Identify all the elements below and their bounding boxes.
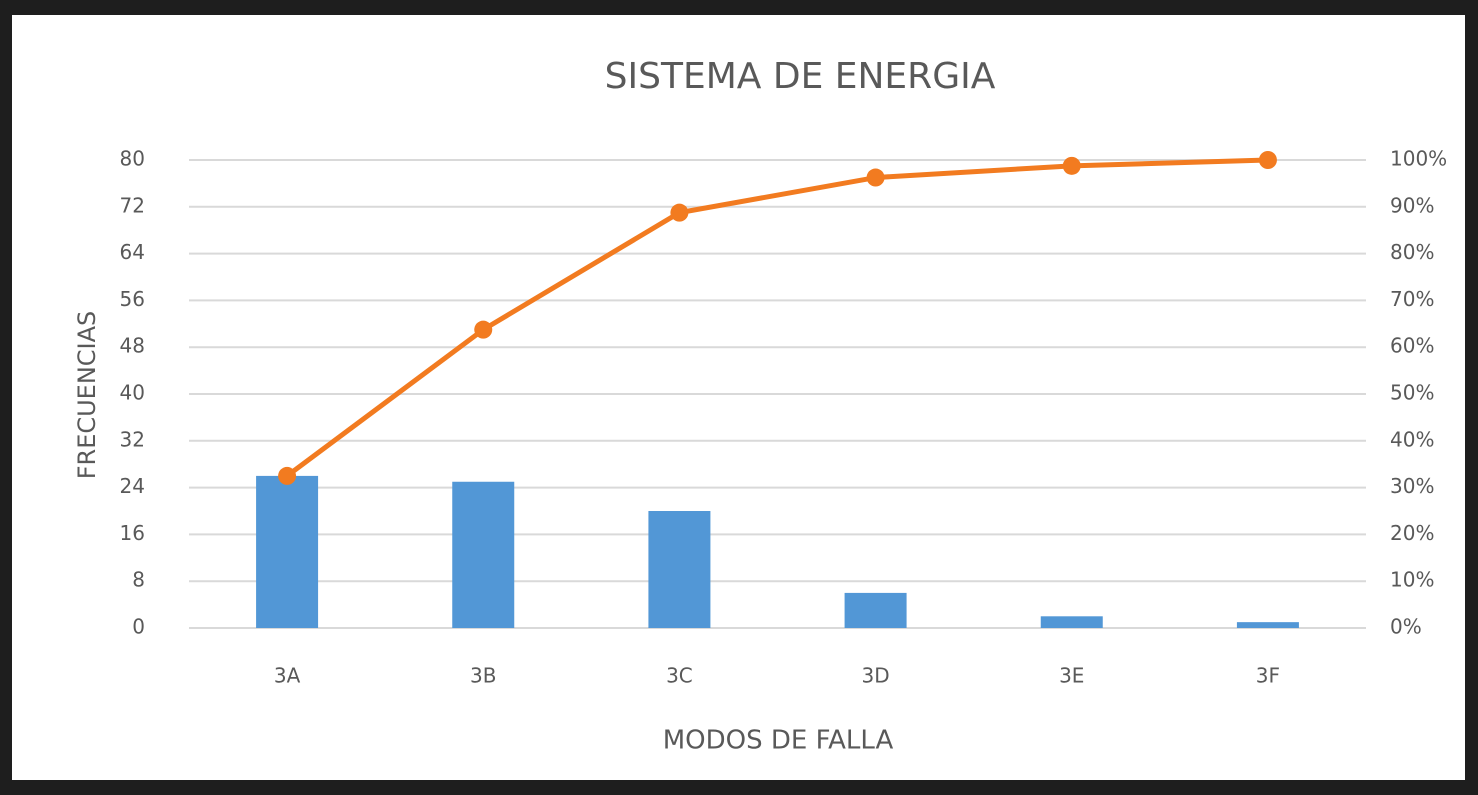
y-tick-label: 48 (120, 334, 145, 358)
y-tick-label: 40 (120, 381, 145, 405)
y2-tick-label: 30% (1390, 474, 1434, 498)
y2-tick-label: 0% (1390, 615, 1422, 639)
y2-tick-label: 100% (1390, 147, 1447, 171)
line-marker (278, 466, 297, 485)
line-marker (866, 168, 885, 187)
y-tick-label: 24 (120, 474, 145, 498)
x-tick-label: 3E (1059, 664, 1084, 688)
bar (452, 481, 515, 628)
bar (648, 511, 711, 628)
bar (1040, 616, 1103, 628)
y-tick-label: 72 (120, 193, 145, 217)
line (285, 157, 1268, 478)
chart-area (12, 15, 1465, 780)
y2-tick-label: 60% (1390, 334, 1434, 358)
x-tick-label: 3A (274, 664, 301, 688)
y-tick-label: 8 (132, 568, 145, 592)
line-marker (670, 203, 689, 222)
y-tick-label: 80 (120, 147, 145, 171)
y2-tick-label: 50% (1390, 381, 1434, 405)
bar (844, 592, 907, 628)
y2-tick-label: 90% (1390, 193, 1434, 217)
x-tick-label: 3D (862, 664, 890, 688)
x-tick-label: 3B (470, 664, 496, 688)
y-tick-label: 0 (132, 615, 145, 639)
y-tick-label: 16 (120, 521, 145, 545)
y2-tick-label: 10% (1390, 568, 1434, 592)
y2-tick-label: 20% (1390, 521, 1434, 545)
line-marker (474, 320, 493, 339)
y2-tick-label: 40% (1390, 427, 1434, 451)
bar (256, 475, 319, 628)
line-marker (1258, 151, 1277, 169)
x-axis-label: MODOS DE FALLA (663, 726, 894, 756)
x-tick-label: 3F (1256, 664, 1280, 688)
chart-title: SISTEMA DE ENERGIA (605, 56, 996, 97)
y-tick-label: 56 (120, 287, 145, 311)
bar (1236, 622, 1299, 628)
y-tick-label: 32 (120, 427, 145, 451)
y2-tick-label: 80% (1390, 240, 1434, 264)
line-marker (1062, 156, 1081, 175)
y-axis-label: FRECUENCIAS (73, 311, 101, 480)
y-tick-label: 64 (120, 240, 145, 264)
x-tick-label: 3C (666, 664, 693, 688)
y2-tick-label: 70% (1390, 287, 1434, 311)
